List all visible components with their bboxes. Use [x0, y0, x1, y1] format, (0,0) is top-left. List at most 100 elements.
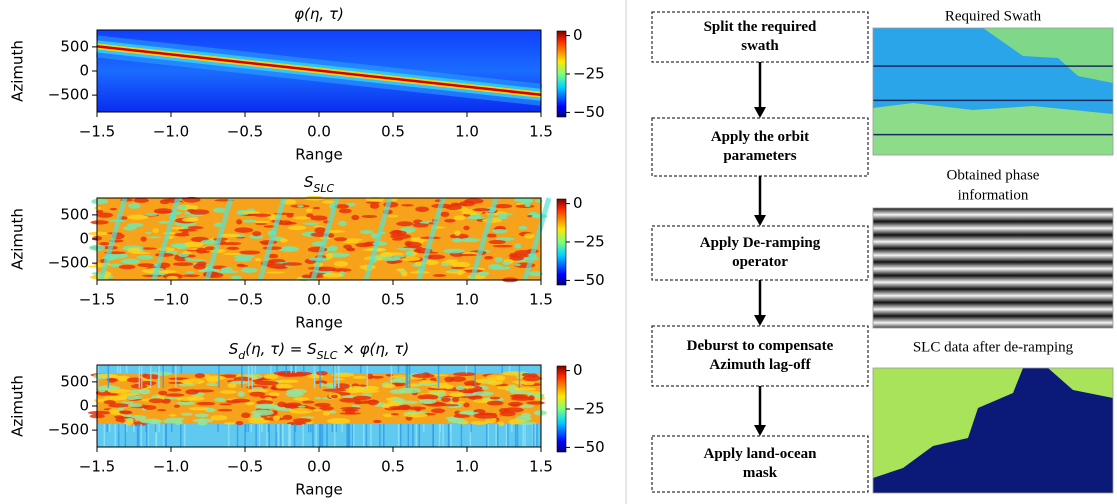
heatmap-image — [522, 197, 552, 281]
heatmap-image — [528, 270, 543, 277]
heatmap-image — [438, 424, 441, 447]
heatmap-image — [168, 377, 189, 380]
heatmap-image — [279, 220, 293, 226]
heatmap-image — [185, 270, 195, 274]
heatmap-image — [381, 256, 401, 262]
heatmap-image — [516, 424, 519, 447]
heatmap-image — [346, 424, 348, 447]
heatmap-image — [282, 403, 299, 408]
heatmap-image — [453, 215, 466, 221]
heatmap-image — [204, 375, 227, 381]
heatmap-image — [318, 382, 325, 387]
heatmap-image — [523, 233, 535, 239]
heatmap-image — [250, 424, 253, 433]
heatmap-image — [361, 214, 377, 218]
x-tick-label: −1.5 — [79, 458, 115, 476]
heatmap-image — [106, 424, 108, 433]
heatmap-image — [96, 212, 113, 218]
heatmap-image — [339, 253, 351, 257]
heatmap-image — [150, 419, 162, 425]
flow-step-text: mask — [743, 465, 778, 481]
heatmap-image — [469, 197, 499, 281]
heatmap-image — [357, 384, 367, 387]
heatmap-image — [118, 394, 128, 400]
y-axis-label: Azimuth — [9, 40, 27, 102]
heatmap-image — [519, 198, 534, 204]
heatmap-image — [389, 406, 408, 410]
heatmap-image — [109, 263, 122, 267]
heatmap-image — [276, 379, 299, 384]
x-tick-label: 0.5 — [381, 458, 405, 476]
heatmap-image — [507, 401, 523, 407]
heatmap-image — [184, 257, 191, 261]
heatmap-image — [196, 401, 216, 406]
heatmap-image — [365, 424, 368, 447]
heatmap-image — [286, 388, 307, 394]
heatmap-image — [312, 408, 323, 412]
heatmap-image — [443, 248, 465, 254]
heatmap-image — [495, 237, 515, 241]
heatmap-image — [453, 414, 470, 418]
heatmap-image — [335, 424, 337, 433]
heatmap-image — [359, 229, 374, 234]
x-tick-label: −1.0 — [153, 291, 189, 309]
heatmap-image — [521, 412, 532, 418]
heatmap-image — [397, 424, 400, 447]
heatmap-image — [387, 214, 399, 218]
colorbar-tick-label: −50 — [573, 271, 605, 289]
chart-title: φ(η, τ) — [294, 5, 344, 23]
x-tick-label: 0.5 — [381, 123, 405, 141]
heatmap-image — [249, 391, 266, 397]
heatmap-image — [318, 424, 321, 447]
heatmap-image — [251, 409, 274, 416]
heatmap-image — [254, 257, 262, 262]
x-tick-label: −1.0 — [153, 123, 189, 141]
heatmap-image — [451, 396, 460, 403]
heatmap-image — [510, 390, 532, 395]
heatmap-image — [341, 240, 360, 244]
heatmap-image — [241, 211, 261, 214]
image — [872, 207, 1114, 329]
heatmap-image — [313, 206, 321, 210]
heatmap-image — [533, 410, 547, 416]
heatmap-image — [473, 412, 497, 416]
flow-step-text: Apply the orbit — [711, 129, 809, 145]
x-axis-label: Range — [295, 146, 343, 164]
x-tick-label: 0.0 — [307, 123, 331, 141]
heatmap-image — [257, 197, 287, 281]
image-fill — [983, 28, 1113, 83]
heatmap-image — [210, 415, 228, 421]
heatmap-image — [119, 410, 133, 415]
heatmap-image — [217, 408, 233, 412]
heatmap-image — [314, 397, 321, 400]
image — [872, 367, 1114, 494]
heatmap-image — [508, 254, 530, 258]
heatmap-image — [261, 424, 263, 433]
heatmap-image — [236, 219, 243, 225]
heatmap-image — [341, 424, 343, 433]
heatmap-image — [97, 365, 100, 374]
colorbar-tick-label: −50 — [573, 103, 605, 121]
heatmap-image — [117, 424, 120, 447]
heatmap-image — [524, 203, 531, 208]
heatmap-image — [369, 203, 380, 209]
heatmap-image — [366, 365, 369, 388]
heatmap-image — [442, 424, 444, 447]
heatmap-image — [297, 405, 306, 408]
heatmap-image — [485, 233, 497, 238]
heatmap-image — [319, 424, 322, 447]
heatmap-image — [460, 424, 463, 447]
heatmap-image — [223, 252, 242, 256]
heatmap-image — [439, 424, 441, 433]
heatmap-image — [158, 424, 160, 433]
heatmap-image — [159, 199, 170, 205]
heatmap-image — [140, 236, 147, 242]
flow-arrowhead — [754, 425, 766, 436]
flow-step-text: Apply De-ramping — [700, 235, 821, 251]
heatmap-image — [313, 225, 325, 228]
heatmap-image — [99, 242, 110, 246]
colorbar-tick-label: −25 — [573, 233, 605, 251]
heatmap-image — [262, 246, 283, 250]
image-fill — [873, 208, 1113, 328]
heatmap-image — [300, 416, 315, 419]
